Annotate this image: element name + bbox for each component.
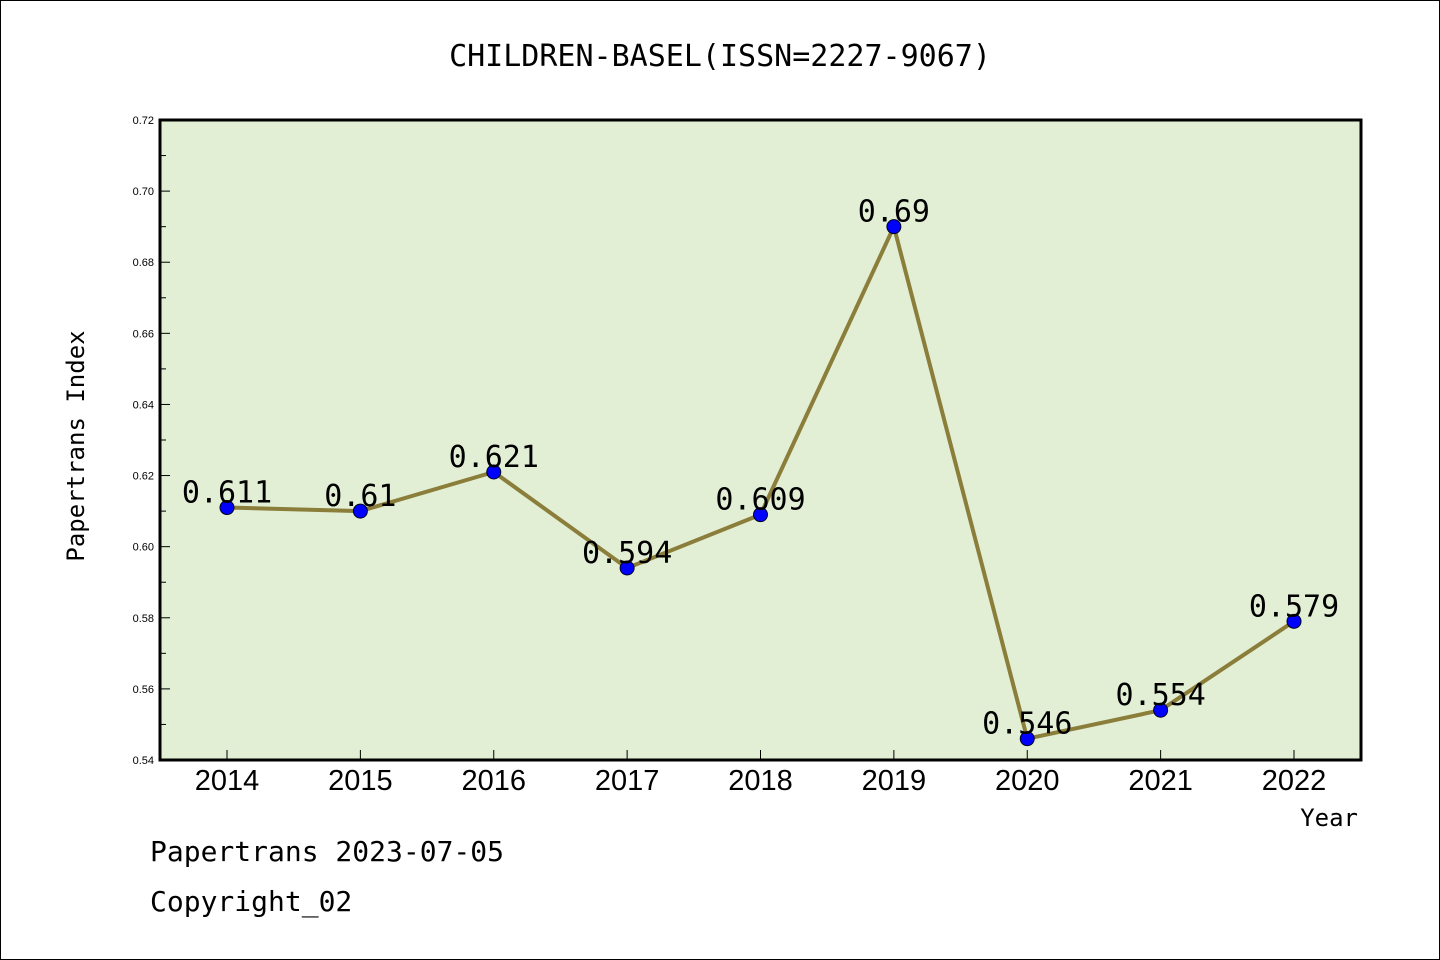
- x-tick-label: 2022: [1262, 765, 1327, 797]
- y-tick-label: 0.62: [133, 471, 154, 483]
- x-tick-label: 2014: [195, 765, 260, 797]
- x-tick-label: 2015: [328, 765, 393, 797]
- x-tick-label: 2020: [995, 765, 1060, 797]
- y-tick-label: 0.68: [133, 257, 154, 269]
- chart-title: CHILDREN-BASEL(ISSN=2227-9067): [449, 39, 991, 74]
- x-tick-label: 2017: [595, 765, 660, 797]
- y-tick-label: 0.54: [133, 755, 154, 767]
- x-tick-label: 2021: [1128, 765, 1193, 797]
- data-point: [1286, 613, 1302, 629]
- data-point: [486, 464, 502, 480]
- y-tick-label: 0.66: [133, 328, 154, 340]
- y-axis-title: Papertrans Index: [62, 330, 90, 561]
- y-tick-label: 0.64: [133, 399, 154, 411]
- y-tick-label: 0.70: [133, 186, 154, 198]
- data-label: 0.579: [1249, 589, 1339, 624]
- y-tick-label: 0.56: [133, 684, 154, 696]
- y-axis-ticks: 0.54 0.56 0.58 0.60 0.62 0.64 0.66 0.68 0.70 0.72: [133, 115, 170, 767]
- x-tick-label: 2016: [461, 765, 526, 797]
- data-point: [619, 560, 635, 576]
- data-label: 0.546: [982, 707, 1072, 742]
- data-point: [886, 219, 902, 235]
- x-axis-title: Year: [1300, 804, 1358, 832]
- data-markers: [219, 219, 1302, 747]
- y-tick-label: 0.72: [133, 115, 154, 127]
- data-labels: 0.611 0.61 0.621 0.594 0.609 0.69 0.546 0.554 0.…: [182, 195, 1339, 742]
- data-point: [753, 507, 768, 523]
- data-label: 0.61: [324, 479, 396, 514]
- data-label: 0.594: [582, 536, 672, 571]
- data-point: [219, 500, 235, 516]
- x-tick-label: 2018: [728, 765, 793, 797]
- data-label: 0.611: [182, 476, 272, 511]
- x-tick-label: 2019: [862, 765, 927, 797]
- data-label: 0.69: [858, 195, 930, 230]
- data-label: 0.554: [1115, 678, 1205, 713]
- y-tick-label: 0.58: [133, 613, 154, 625]
- data-label: 0.621: [449, 440, 539, 475]
- plot-area: [158, 118, 1363, 762]
- footer-copyright: Copyright_02: [150, 885, 353, 918]
- y-tick-label: 0.60: [133, 542, 154, 554]
- data-label: 0.609: [715, 483, 805, 518]
- data-point: [352, 503, 368, 519]
- data-point: [1019, 731, 1035, 747]
- x-axis-ticks: 2014 2015 2016 2017 2018 2019 2020 2021 2022: [195, 750, 1327, 797]
- footer-date: Papertrans 2023-07-05: [150, 835, 505, 868]
- data-point: [1153, 702, 1169, 718]
